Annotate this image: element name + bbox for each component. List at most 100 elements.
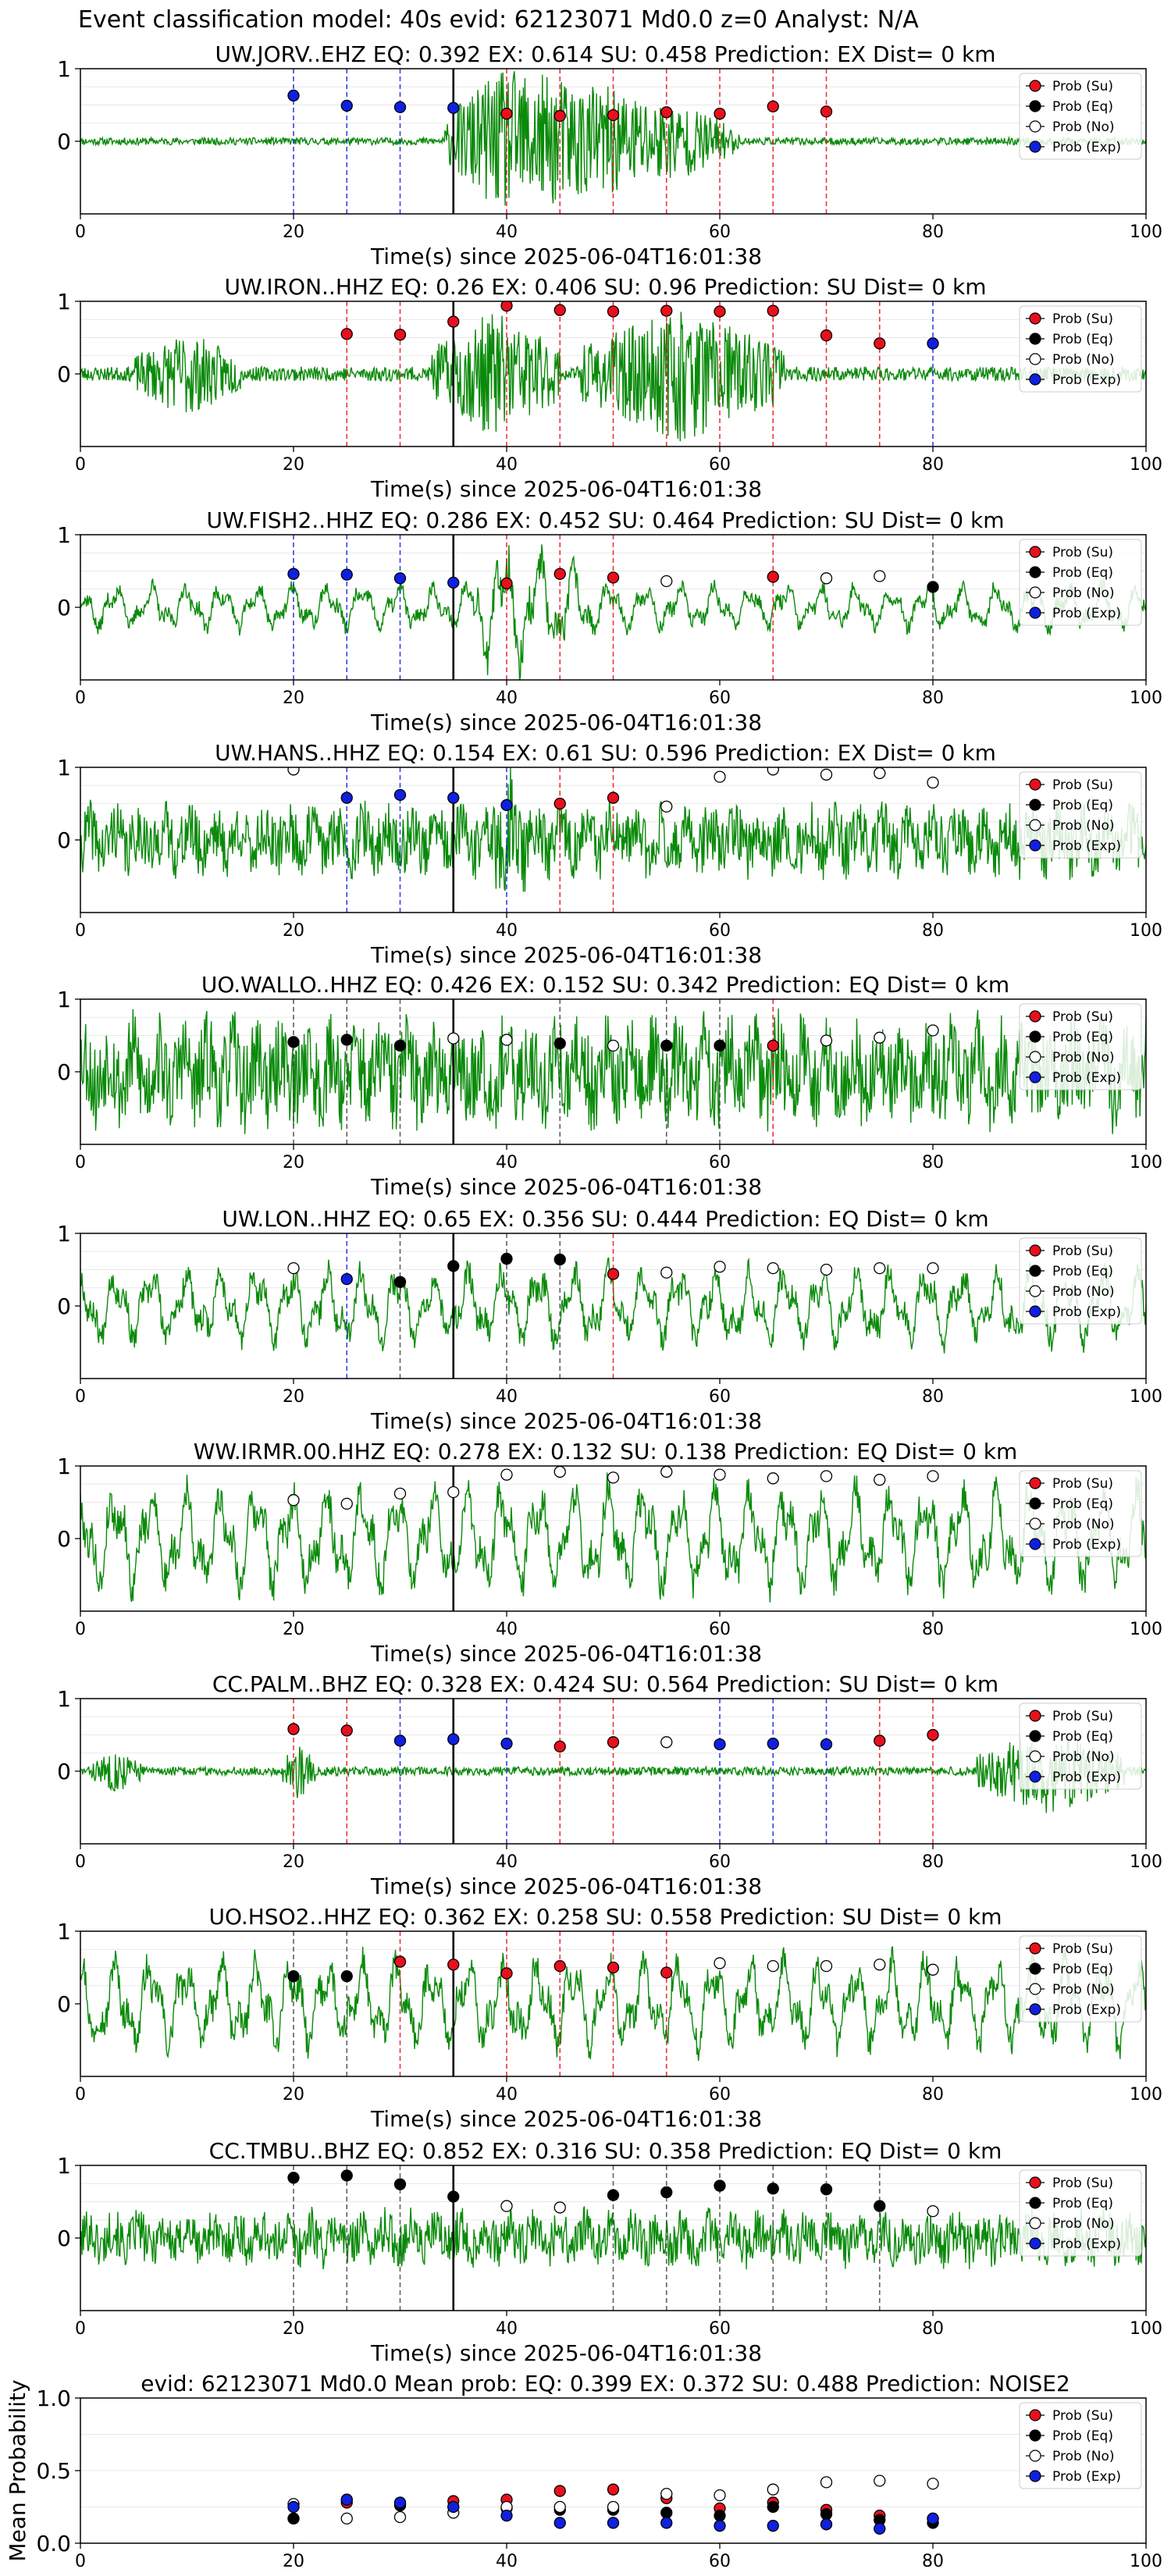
prob-point-exp	[393, 572, 407, 585]
prob-point-su	[287, 1723, 300, 1735]
prob-point-noise	[500, 1468, 513, 1481]
chart-title: UO.WALLO..HHZ EQ: 0.426 EX: 0.152 SU: 0.…	[201, 972, 1009, 998]
legend-box	[1019, 305, 1142, 393]
prob-point-su	[820, 105, 833, 118]
chart-title: CC.TMBU..BHZ EQ: 0.852 EX: 0.316 SU: 0.3…	[209, 2138, 1002, 2164]
y-tick-label: 1	[57, 522, 71, 548]
chart-panel-2: UW.IRON..HHZ EQ: 0.26 EX: 0.406 SU: 0.96…	[57, 274, 1162, 502]
x-tick-label: 80	[922, 921, 944, 941]
x-tick-label: 20	[283, 1852, 304, 1872]
x-tick-label: 0	[75, 2085, 86, 2105]
legend-label: Prob (Su)	[1052, 79, 1113, 94]
prob-point-eq	[553, 1037, 566, 1050]
prob-point-exp	[820, 1738, 833, 1751]
prob-point-noise	[393, 1487, 407, 1500]
prob-point-eq	[927, 581, 939, 593]
chart-panel-1: UW.JORV..EHZ EQ: 0.392 EX: 0.614 SU: 0.4…	[57, 41, 1162, 269]
prob-point-eq	[714, 2179, 726, 2192]
x-tick-label: 0	[75, 1387, 86, 1407]
legend-box	[1019, 1003, 1142, 1091]
y-tick-label: 0	[57, 129, 71, 155]
prob-point-noise	[553, 2201, 566, 2214]
prob-point-noise	[767, 1261, 779, 1275]
x-tick-label: 0	[75, 222, 86, 242]
x-tick-label: 0	[75, 921, 86, 941]
x-tick-label: 60	[709, 1153, 731, 1172]
mean-point-exp	[767, 2520, 779, 2532]
legend: Prob (Su) Prob (Eq) Prob (No) Prob (Exp)	[1019, 1003, 1142, 1091]
legend: Prob (Su) Prob (Eq) Prob (No) Prob (Exp)	[1019, 1470, 1142, 1557]
prob-point-su	[660, 106, 673, 119]
y-tick-label: 1	[57, 289, 71, 315]
legend-marker-su	[1029, 1244, 1041, 1257]
plot-area	[80, 1931, 1146, 2076]
chart-title: UW.JORV..EHZ EQ: 0.392 EX: 0.614 SU: 0.4…	[215, 41, 996, 67]
legend-marker-exp	[1029, 1071, 1041, 1083]
legend-label: Prob (No)	[1052, 585, 1115, 601]
legend: Prob (Su) Prob (Eq) Prob (No) Prob (Exp)	[1019, 1703, 1142, 1790]
x-tick-label: 60	[709, 921, 731, 941]
legend-marker-exp	[1029, 839, 1041, 852]
prob-point-su	[660, 304, 673, 317]
prob-point-noise	[447, 1032, 460, 1044]
x-axis-label: Time(s) since 2025-06-04T16:01:38	[370, 1873, 762, 1899]
prob-point-su	[500, 577, 513, 589]
legend-label: Prob (Eq)	[1052, 2428, 1113, 2444]
chart-panel-9: UO.HSO2..HHZ EQ: 0.362 EX: 0.258 SU: 0.5…	[57, 1904, 1162, 2132]
legend-label: Prob (Eq)	[1052, 798, 1113, 813]
legend-marker-eq	[1029, 100, 1041, 112]
waveform-trace	[80, 1945, 1146, 2062]
y-tick-label: 1.0	[36, 2386, 71, 2411]
legend-label: Prob (Exp)	[1052, 2469, 1121, 2485]
prob-point-su	[447, 1959, 460, 1971]
x-tick-label: 80	[922, 2319, 944, 2339]
prob-point-exp	[340, 99, 353, 112]
legend-marker-exp	[1029, 2470, 1041, 2482]
x-tick-label: 20	[283, 2319, 304, 2339]
x-tick-label: 20	[283, 1387, 304, 1407]
legend-label: Prob (No)	[1052, 1982, 1115, 1998]
prob-point-su	[393, 1955, 407, 1968]
legend-marker-exp	[1029, 2237, 1041, 2250]
mean-point-exp	[820, 2518, 833, 2531]
prob-point-su	[714, 108, 726, 120]
prob-point-eq	[393, 1039, 407, 1052]
prob-point-exp	[393, 1735, 407, 1747]
mean-point-noise	[340, 2512, 353, 2525]
chart-title: UO.HSO2..HHZ EQ: 0.362 EX: 0.258 SU: 0.5…	[208, 1904, 1002, 1930]
x-tick-label: 40	[496, 1620, 518, 1639]
legend-marker-eq	[1029, 799, 1041, 811]
plot-area	[80, 1466, 1146, 1611]
prob-point-eq	[447, 1260, 460, 1272]
legend-marker-noise	[1029, 1750, 1041, 1763]
prob-point-eq	[767, 2183, 779, 2195]
x-tick-label: 60	[709, 688, 731, 708]
x-tick-label: 80	[922, 2552, 944, 2571]
legend-label: Prob (Eq)	[1052, 2196, 1113, 2211]
x-axis-label: Time(s) since 2025-06-04T16:01:38	[370, 710, 762, 735]
prob-point-su	[447, 315, 460, 328]
legend-label: Prob (Eq)	[1052, 99, 1113, 115]
prob-point-su	[767, 100, 779, 113]
prob-point-eq	[287, 2172, 300, 2184]
x-tick-label: 40	[496, 2085, 518, 2105]
legend-marker-noise	[1029, 586, 1041, 599]
waveform-trace	[80, 767, 1146, 892]
prob-point-exp	[447, 1733, 460, 1745]
prob-point-eq	[287, 1970, 300, 1983]
mean-point-exp	[340, 2493, 353, 2506]
plot-area	[80, 1233, 1146, 1379]
x-tick-label: 100	[1130, 1852, 1162, 1872]
legend-label: Prob (Su)	[1052, 1709, 1113, 1724]
y-tick-label: 1	[57, 2153, 71, 2179]
prob-point-noise	[714, 1957, 726, 1969]
prob-point-eq	[660, 2186, 673, 2199]
waveform-trace	[80, 1257, 1146, 1354]
prob-point-su	[393, 329, 407, 341]
prob-point-noise	[820, 1959, 833, 1973]
x-tick-label: 60	[709, 2319, 731, 2339]
plot-area	[80, 301, 1146, 447]
legend: Prob (Su) Prob (Eq) Prob (No) Prob (Exp)	[1019, 2169, 1142, 2257]
prob-point-exp	[393, 101, 407, 113]
